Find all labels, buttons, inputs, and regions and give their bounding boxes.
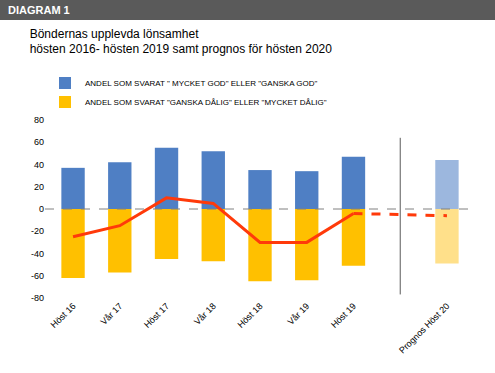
svg-text:20: 20 bbox=[34, 182, 44, 192]
svg-text:ANDEL SOM SVARAT "GANSKA DÅLIG: ANDEL SOM SVARAT "GANSKA DÅLIG" ELLER "M… bbox=[85, 98, 327, 107]
svg-text:-20: -20 bbox=[31, 226, 44, 236]
svg-text:Vår 17: Vår 17 bbox=[99, 301, 125, 327]
svg-text:Böndernas upplevda lönsamhethö: Böndernas upplevda lönsamhethösten 2016-… bbox=[30, 27, 333, 57]
svg-text:Prognos Höst 20: Prognos Höst 20 bbox=[397, 301, 451, 355]
svg-text:ANDEL SOM SVARAT " MYCKET GOD": ANDEL SOM SVARAT " MYCKET GOD" ELLER "GA… bbox=[85, 79, 317, 88]
svg-text:Höst 17: Höst 17 bbox=[142, 301, 171, 330]
svg-text:-80: -80 bbox=[31, 293, 44, 303]
svg-text:Höst 16: Höst 16 bbox=[49, 301, 78, 330]
svg-text:Vår 18: Vår 18 bbox=[192, 301, 218, 327]
html-text:DIAGRAM 1: DIAGRAM 1 bbox=[8, 4, 70, 16]
svg-text:60: 60 bbox=[34, 137, 44, 147]
svg-text:-40: -40 bbox=[31, 249, 44, 259]
svg-text:40: 40 bbox=[34, 160, 44, 170]
svg-text:Vår 19: Vår 19 bbox=[286, 301, 312, 327]
svg-text:80: 80 bbox=[34, 115, 44, 125]
svg-text:-60: -60 bbox=[31, 271, 44, 281]
svg-text:0: 0 bbox=[39, 204, 44, 214]
svg-text:Höst 19: Höst 19 bbox=[329, 301, 358, 330]
svg-text:Höst 18: Höst 18 bbox=[236, 301, 265, 330]
